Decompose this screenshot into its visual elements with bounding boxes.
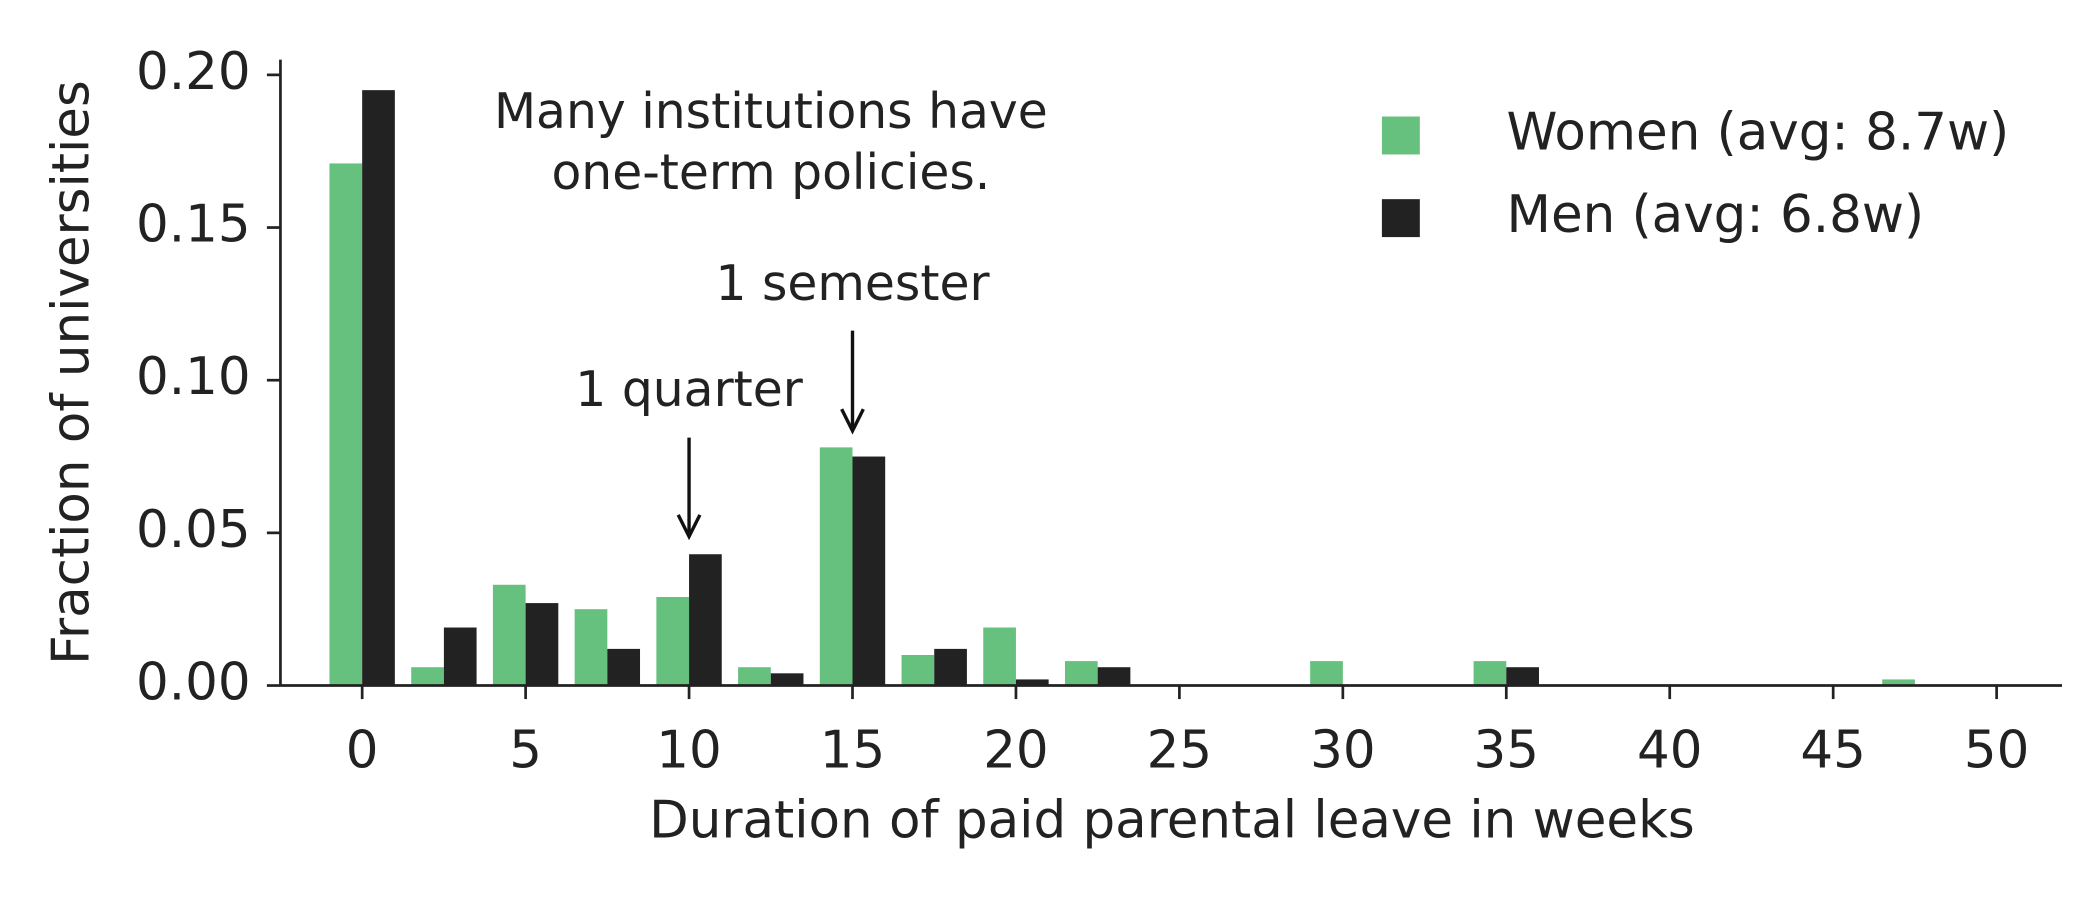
legend-label: Women (avg: 8.7w) (1507, 102, 2010, 162)
x-tick-label: 50 (1964, 720, 2030, 780)
y-tick-label: 0.05 (136, 500, 251, 560)
bar (525, 603, 559, 686)
bar (901, 654, 935, 686)
bar (492, 584, 526, 686)
y-tick-label: 0.15 (136, 195, 251, 255)
y-tick-label: 0.20 (136, 42, 251, 102)
x-tick-label: 40 (1637, 720, 1703, 780)
bar (689, 554, 722, 686)
bar (1506, 667, 1539, 686)
bar (1064, 661, 1098, 686)
bar (362, 90, 395, 686)
bar (1473, 661, 1507, 686)
bar (983, 627, 1016, 686)
x-tick-label: 15 (820, 720, 886, 780)
plot-root: Duration of paid parental leave in weeks… (42, 42, 2063, 851)
x-tick-label: 20 (983, 720, 1049, 780)
x-tick-label: 5 (509, 720, 542, 780)
y-tick-label: 0.10 (136, 347, 251, 407)
x-tick-label: 25 (1147, 720, 1213, 780)
annotation: one-term policies. (551, 144, 990, 201)
bar (1015, 679, 1049, 686)
bar (738, 667, 771, 686)
x-tick-label: 45 (1800, 720, 1865, 780)
bar (770, 673, 804, 686)
bar (607, 648, 641, 686)
y-tick-label: 0.00 (136, 653, 251, 713)
y-axis-label: Fraction of universities (42, 80, 102, 665)
bar (1310, 661, 1343, 686)
annotation: Many institutions have (494, 83, 1048, 140)
bar (329, 163, 363, 686)
x-axis-label: Duration of paid parental leave in weeks (649, 791, 1695, 851)
bar (656, 596, 690, 686)
bar (411, 667, 444, 686)
legend-label: Men (avg: 6.8w) (1507, 185, 1925, 245)
bar (819, 447, 853, 686)
legend-swatch (1381, 116, 1420, 155)
annotation: 1 semester (715, 255, 990, 312)
legend-swatch (1381, 199, 1420, 238)
bar (1097, 667, 1131, 686)
annotation: 1 quarter (575, 361, 803, 418)
x-tick-label: 35 (1474, 720, 1540, 780)
x-tick-label: 30 (1310, 720, 1376, 780)
x-tick-label: 10 (656, 720, 722, 780)
bar (443, 627, 477, 686)
x-tick-label: 0 (346, 720, 379, 780)
annotation-arrowhead (676, 514, 702, 541)
bar (1882, 679, 1915, 686)
annotation-arrowhead (840, 408, 865, 435)
bar (852, 456, 886, 686)
bar (934, 648, 967, 686)
bar (574, 609, 608, 686)
